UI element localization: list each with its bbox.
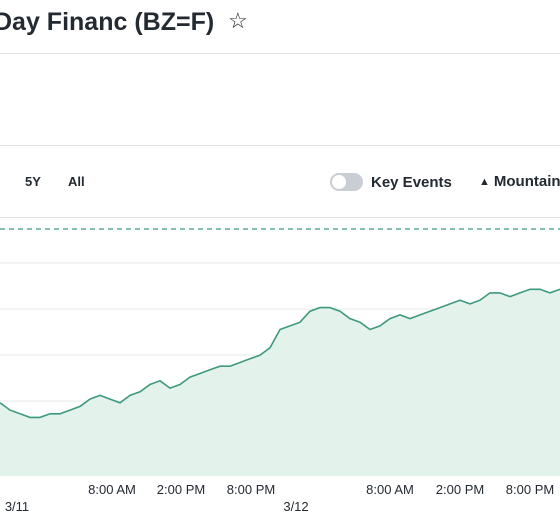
price-chart[interactable]: 8:00 AM 2:00 PM 8:00 PM 8:00 AM 2:00 PM 8:00 … (0, 218, 560, 514)
page-title: Day Financ (BZ=F) (0, 8, 215, 36)
key-events-label: Key Events (371, 174, 452, 191)
star-icon[interactable]: ☆ (228, 8, 248, 33)
key-events-toggle[interactable] (330, 173, 363, 191)
toolbar-divider (0, 217, 560, 218)
price-area-fill (0, 289, 560, 476)
chart-toolbar: 5Y All Key Events ▲ Mountain (0, 160, 560, 204)
chart-type-button[interactable]: ▲ Mountain (479, 173, 560, 190)
quote-header: Day Financ (BZ=F) ☆ (0, 0, 560, 52)
x-tick-label: 2:00 PM (157, 482, 205, 497)
x-tick-label: 2:00 PM (436, 482, 484, 497)
price-line (0, 288, 560, 419)
chart-type-label: Mountain (493, 173, 560, 190)
header-divider (0, 53, 560, 54)
range-5y-button[interactable]: 5Y (25, 174, 41, 189)
x-axis-ticks: 8:00 AM 2:00 PM 8:00 PM 8:00 AM 2:00 PM 8:00 … (5, 482, 554, 514)
x-tick-label: 8:00 PM (506, 482, 554, 497)
x-tick-label: 8:00 AM (88, 482, 136, 497)
toggle-knob (332, 175, 346, 189)
date-label: 3/12 (283, 499, 308, 514)
range-all-button[interactable]: All (68, 174, 85, 189)
mountain-icon: ▲ (479, 176, 490, 188)
x-tick-label: 8:00 PM (227, 482, 275, 497)
date-label: 3/11 (5, 499, 29, 514)
x-tick-label: 8:00 AM (366, 482, 414, 497)
section-divider (0, 145, 560, 146)
